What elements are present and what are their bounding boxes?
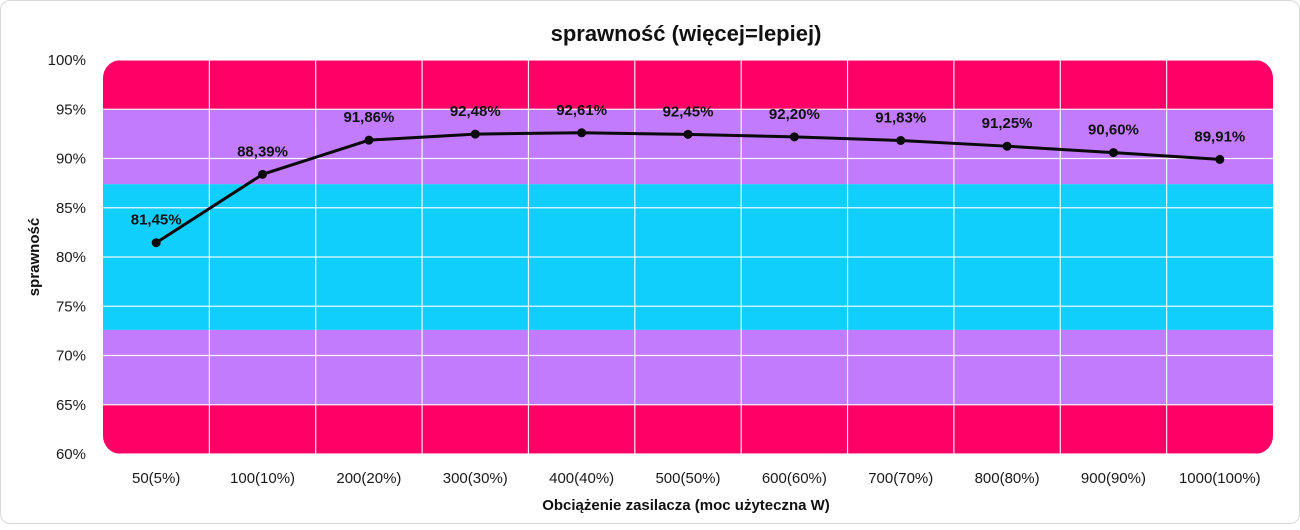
data-labels: 81,45% 88,39% 91,86% 92,48% 92,61% 92,45% 92,2… (131, 102, 1246, 229)
data-label: 90,60% (1088, 122, 1139, 139)
data-label: 92,20% (769, 106, 820, 123)
data-point (1002, 141, 1012, 151)
x-tick-label: 700(70%) (868, 470, 933, 487)
y-tick-label: 85% (56, 200, 86, 217)
x-tick-label: 900(90%) (1081, 470, 1146, 487)
data-label: 88,39% (237, 143, 288, 160)
background-band (103, 109, 1273, 185)
data-point (577, 128, 587, 138)
y-tick-label: 90% (56, 151, 86, 168)
gridlines (103, 60, 1273, 454)
data-label: 91,86% (343, 109, 394, 126)
y-tick-label: 95% (56, 101, 86, 118)
x-tick-label: 400(40%) (549, 470, 614, 487)
efficiency-series (151, 128, 1225, 248)
x-axis-label: Obciążenie zasilacza (moc użyteczna W) (542, 497, 830, 514)
data-point (151, 238, 161, 248)
data-label: 92,61% (556, 102, 607, 119)
x-tick-label: 800(80%) (975, 470, 1040, 487)
data-point (364, 135, 374, 145)
data-point (1108, 148, 1118, 158)
y-axis-label: sprawność (26, 218, 43, 296)
y-tick-label: 60% (56, 446, 86, 463)
x-tick-label: 500(50%) (655, 470, 720, 487)
data-label: 89,91% (1194, 128, 1245, 145)
y-tick-label: 65% (56, 397, 86, 414)
data-point (470, 129, 480, 139)
y-axis-ticks: 60% 65% 70% 75% 80% 85% 90% 95% 100% (48, 52, 86, 463)
data-label: 91,25% (982, 115, 1033, 132)
data-point (258, 169, 268, 179)
x-tick-label: 50(5%) (132, 470, 180, 487)
data-point (683, 129, 693, 139)
data-label: 92,45% (663, 103, 714, 120)
background-band (103, 404, 1273, 454)
y-tick-label: 80% (56, 249, 86, 266)
data-label: 91,83% (875, 109, 926, 126)
x-tick-label: 300(30%) (443, 470, 508, 487)
y-tick-label: 100% (48, 52, 86, 69)
background-band (103, 329, 1273, 405)
y-tick-label: 70% (56, 348, 86, 365)
x-tick-label: 100(10%) (230, 470, 295, 487)
y-tick-label: 75% (56, 298, 86, 315)
data-point (1215, 154, 1225, 164)
x-tick-label: 1000(100%) (1179, 470, 1261, 487)
x-axis-ticks: 50(5%) 100(10%) 200(20%) 300(30%) 400(40%) 50… (132, 470, 1261, 487)
x-tick-label: 600(60%) (762, 470, 827, 487)
data-label: 92,48% (450, 103, 501, 120)
data-point (789, 132, 799, 142)
data-label: 81,45% (131, 212, 182, 229)
x-tick-label: 200(20%) (336, 470, 401, 487)
data-point (896, 135, 906, 145)
chart-title: sprawność (więcej=lepiej) (551, 21, 822, 46)
background-band (103, 60, 1273, 110)
